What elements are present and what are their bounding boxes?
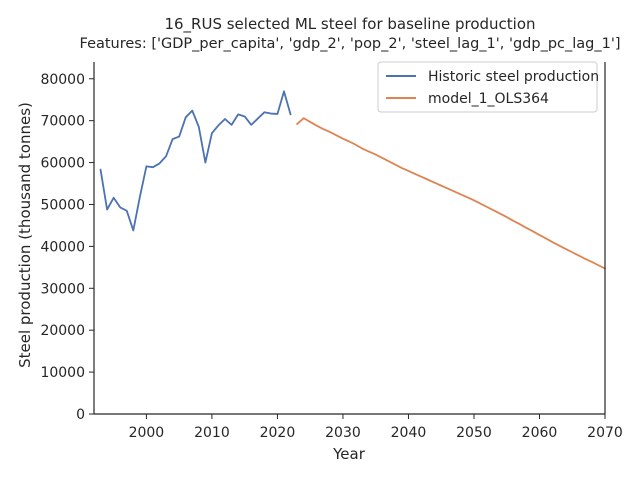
y-axis-ticks: 0 10000 20000 30000 40000 50000 60000 70000 8000…	[40, 72, 94, 423]
legend-box	[377, 61, 598, 113]
x-tick-label: 2050	[456, 425, 492, 441]
y-tick-label: 0	[76, 407, 85, 423]
series-layer	[99, 90, 606, 270]
y-tick-label: 20000	[40, 323, 85, 339]
x-tick-label: 2000	[129, 425, 165, 441]
y-tick-label: 80000	[40, 72, 85, 88]
series-line-historic	[99, 90, 292, 232]
x-tick-label: 2010	[194, 425, 230, 441]
y-tick-label: 70000	[40, 114, 85, 130]
x-tick-label: 2030	[325, 425, 361, 441]
x-tick-label: 2060	[522, 425, 558, 441]
y-tick-label: 10000	[40, 365, 85, 381]
legend-label-model: model_1_OLS364	[428, 91, 549, 107]
chart-subtitle: Features: ['GDP_per_capita', 'gdp_2', 'p…	[80, 36, 621, 52]
plot-area: 2000 2010 2020 2030 2040 2050 2060 2070 0 10000 2…	[40, 62, 623, 441]
chart-title: 16_RUS selected ML steel for baseline pr…	[164, 15, 535, 34]
axes-spines	[93, 62, 606, 415]
y-tick-label: 50000	[40, 197, 85, 213]
x-axis-label: Year	[332, 445, 366, 463]
y-tick-label: 40000	[40, 239, 85, 255]
y-tick-label: 60000	[40, 156, 85, 172]
x-tick-label: 2070	[587, 425, 623, 441]
x-axis-ticks: 2000 2010 2020 2030 2040 2050 2060 2070	[129, 414, 623, 441]
legend-label-historic: Historic steel production	[428, 69, 599, 85]
legend: Historic steel production model_1_OLS364	[377, 61, 599, 113]
y-axis-label: Steel production (thousand tonnes)	[16, 102, 34, 368]
series-line-model	[296, 117, 606, 270]
x-tick-label: 2020	[260, 425, 296, 441]
x-tick-label: 2040	[391, 425, 427, 441]
y-tick-label: 30000	[40, 281, 85, 297]
